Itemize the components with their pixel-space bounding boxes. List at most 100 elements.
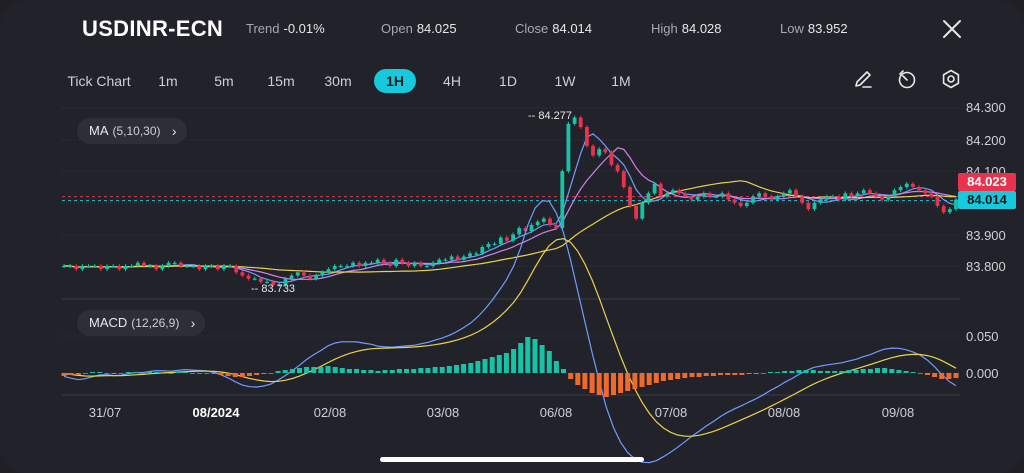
- macd-histogram: [61, 337, 959, 397]
- ma-line-5: [64, 133, 957, 283]
- macd-bar: [582, 373, 588, 389]
- macd-bar: [703, 373, 709, 376]
- timeframe-5m[interactable]: 5m: [214, 73, 234, 89]
- candle-body: [874, 193, 878, 197]
- candle-body: [468, 253, 472, 257]
- x-axis-label: 06/08: [539, 405, 573, 420]
- macd-bar: [396, 369, 402, 373]
- macd-bar: [718, 373, 723, 375]
- candle-body: [345, 266, 349, 268]
- candle-body: [689, 196, 694, 200]
- current-price-tag-lower: 84.014: [958, 191, 1016, 209]
- macd-bar: [589, 373, 595, 393]
- pencil-icon[interactable]: [852, 68, 874, 90]
- candle-body: [646, 193, 651, 203]
- candle-body: [474, 253, 479, 255]
- timeframe-tick-chart[interactable]: Tick Chart: [67, 73, 131, 89]
- candle-body: [769, 196, 774, 200]
- macd-bar: [782, 371, 788, 373]
- macd-bar: [496, 355, 502, 373]
- macd-bar: [425, 368, 431, 373]
- candle-body: [437, 259, 442, 263]
- candle-body: [234, 266, 239, 273]
- macd-bar: [668, 373, 674, 380]
- candle-body: [148, 266, 152, 268]
- candle-body: [523, 228, 528, 232]
- macd-bar: [903, 371, 909, 373]
- candle-body: [947, 209, 952, 213]
- macd-bar: [796, 370, 802, 373]
- candle-body: [418, 262, 423, 266]
- candle-body: [763, 193, 768, 197]
- candle-body: [283, 278, 288, 285]
- candle-body: [911, 183, 915, 187]
- macd-bar: [147, 372, 153, 373]
- macd-bar: [817, 371, 823, 373]
- timeframe-30m[interactable]: 30m: [324, 73, 352, 89]
- macd-bar: [803, 370, 809, 373]
- macd-bar: [503, 353, 509, 373]
- macd-indicator-pill[interactable]: MACD (12,26,9) ›: [77, 310, 206, 336]
- candle-body: [929, 193, 934, 197]
- symbol-title: USDINR-ECN: [82, 16, 224, 41]
- timeframe-1h[interactable]: 1H: [374, 69, 416, 93]
- candle-body: [320, 272, 325, 276]
- timeframe-15m[interactable]: 15m: [267, 73, 295, 89]
- settings-icon[interactable]: [940, 68, 962, 90]
- timeframe-1mo[interactable]: 1M: [611, 73, 631, 89]
- macd-bar: [411, 369, 417, 373]
- macd-bar: [732, 373, 738, 375]
- timeframe-bar: Tick Chart 1m 5m 15m 30m 1H 4H 1D 1W 1M: [0, 62, 1024, 98]
- macd-bar: [97, 372, 103, 373]
- candle-body: [726, 193, 731, 200]
- macd-bar: [304, 367, 310, 373]
- candle-body: [824, 196, 829, 200]
- price-axis-label: 83.900: [966, 228, 1006, 243]
- x-axis-label: 03/08: [426, 405, 460, 420]
- ma-indicator-pill[interactable]: MA (5,10,30) ›: [77, 118, 187, 144]
- candle-body: [375, 259, 380, 263]
- timeframe-1w[interactable]: 1W: [554, 73, 576, 89]
- candle-body: [191, 266, 196, 268]
- macd-bar: [789, 371, 795, 373]
- candle-body: [197, 266, 202, 270]
- candle-body: [603, 149, 608, 153]
- timeframe-1d[interactable]: 1D: [499, 73, 517, 89]
- macd-bar: [875, 368, 880, 373]
- macd-bar: [318, 367, 324, 373]
- timeframe-1m[interactable]: 1m: [158, 73, 178, 89]
- candle-body: [609, 152, 614, 165]
- macd-bar: [161, 373, 167, 374]
- macd-bar: [361, 370, 367, 373]
- candle-body: [443, 259, 448, 261]
- candle-body: [258, 278, 263, 282]
- macd-bar: [118, 373, 124, 374]
- macd-bar: [660, 373, 666, 381]
- candle-body: [105, 266, 109, 270]
- candlestick-series: [62, 115, 958, 287]
- candle-body: [566, 123, 571, 172]
- macd-bar: [461, 364, 467, 373]
- home-indicator[interactable]: [380, 457, 644, 462]
- close-icon[interactable]: [941, 18, 963, 40]
- candle-body: [775, 196, 780, 200]
- macd-bar: [839, 371, 845, 373]
- macd-bar: [932, 373, 938, 377]
- candle-body: [455, 256, 460, 260]
- macd-bar: [603, 373, 609, 397]
- macd-bar: [225, 373, 231, 376]
- candle-body: [892, 190, 897, 197]
- header-bar: USDINR-ECN Trend -0.01% Open 84.025 Close 8…: [0, 0, 1024, 58]
- candle-body: [357, 262, 362, 266]
- timer-icon[interactable]: [896, 68, 918, 90]
- candle-body: [954, 199, 958, 210]
- timeframe-4h[interactable]: 4H: [443, 73, 461, 89]
- macd-bar: [539, 345, 545, 373]
- macd-axis-label: 0.000: [966, 366, 999, 381]
- candle-body: [449, 256, 454, 260]
- candle-body: [781, 193, 786, 197]
- macd-bar: [182, 372, 188, 373]
- macd-bar: [211, 373, 217, 374]
- candle-body: [744, 202, 749, 206]
